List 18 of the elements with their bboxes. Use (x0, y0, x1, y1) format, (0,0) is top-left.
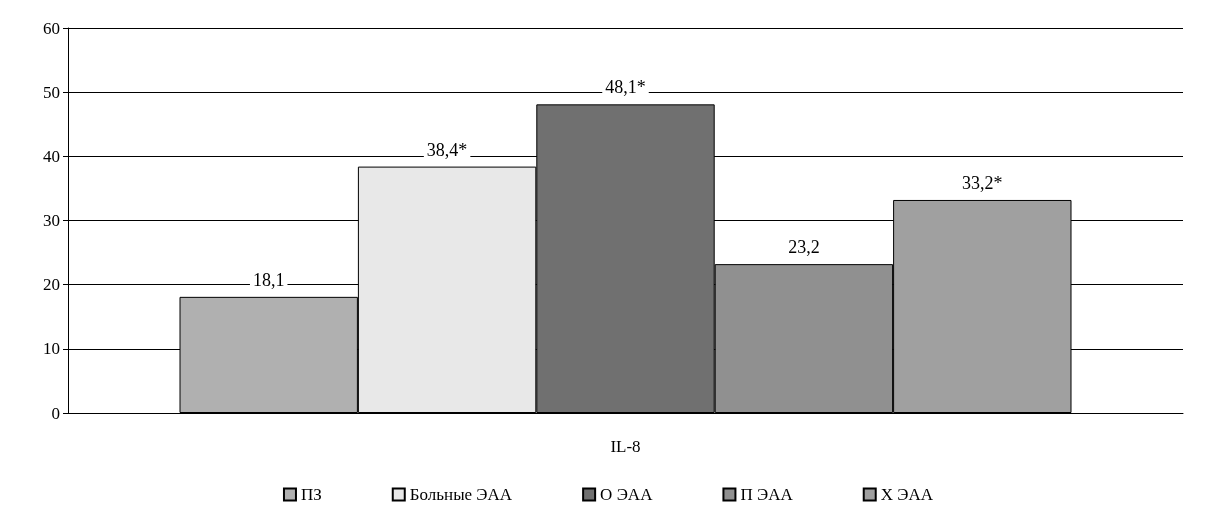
y-tick-label: 0 (51, 403, 60, 423)
x-tick-label: IL-8 (610, 437, 641, 456)
legend-label: ПЗ (300, 485, 322, 504)
data-label: 23,2 (788, 237, 820, 258)
y-tick-label: 20 (43, 275, 60, 295)
data-label: 18,1 (252, 269, 285, 290)
legend-label: Больные ЭАА (409, 485, 513, 504)
y-tick-label: 50 (43, 82, 60, 102)
y-tick-label: 10 (43, 339, 60, 359)
data-label: 33,2* (962, 172, 1003, 193)
data-label: 48,1* (605, 77, 646, 98)
legend-label: П ЭАА (740, 485, 794, 504)
legend-label: Х ЭАА (880, 485, 934, 504)
y-tick-label: 60 (43, 18, 60, 38)
data-label: 38,4* (426, 139, 468, 160)
y-tick-label: 30 (43, 211, 60, 230)
legend-label: О ЭАА (600, 485, 654, 504)
y-tick-label: 40 (43, 146, 60, 166)
